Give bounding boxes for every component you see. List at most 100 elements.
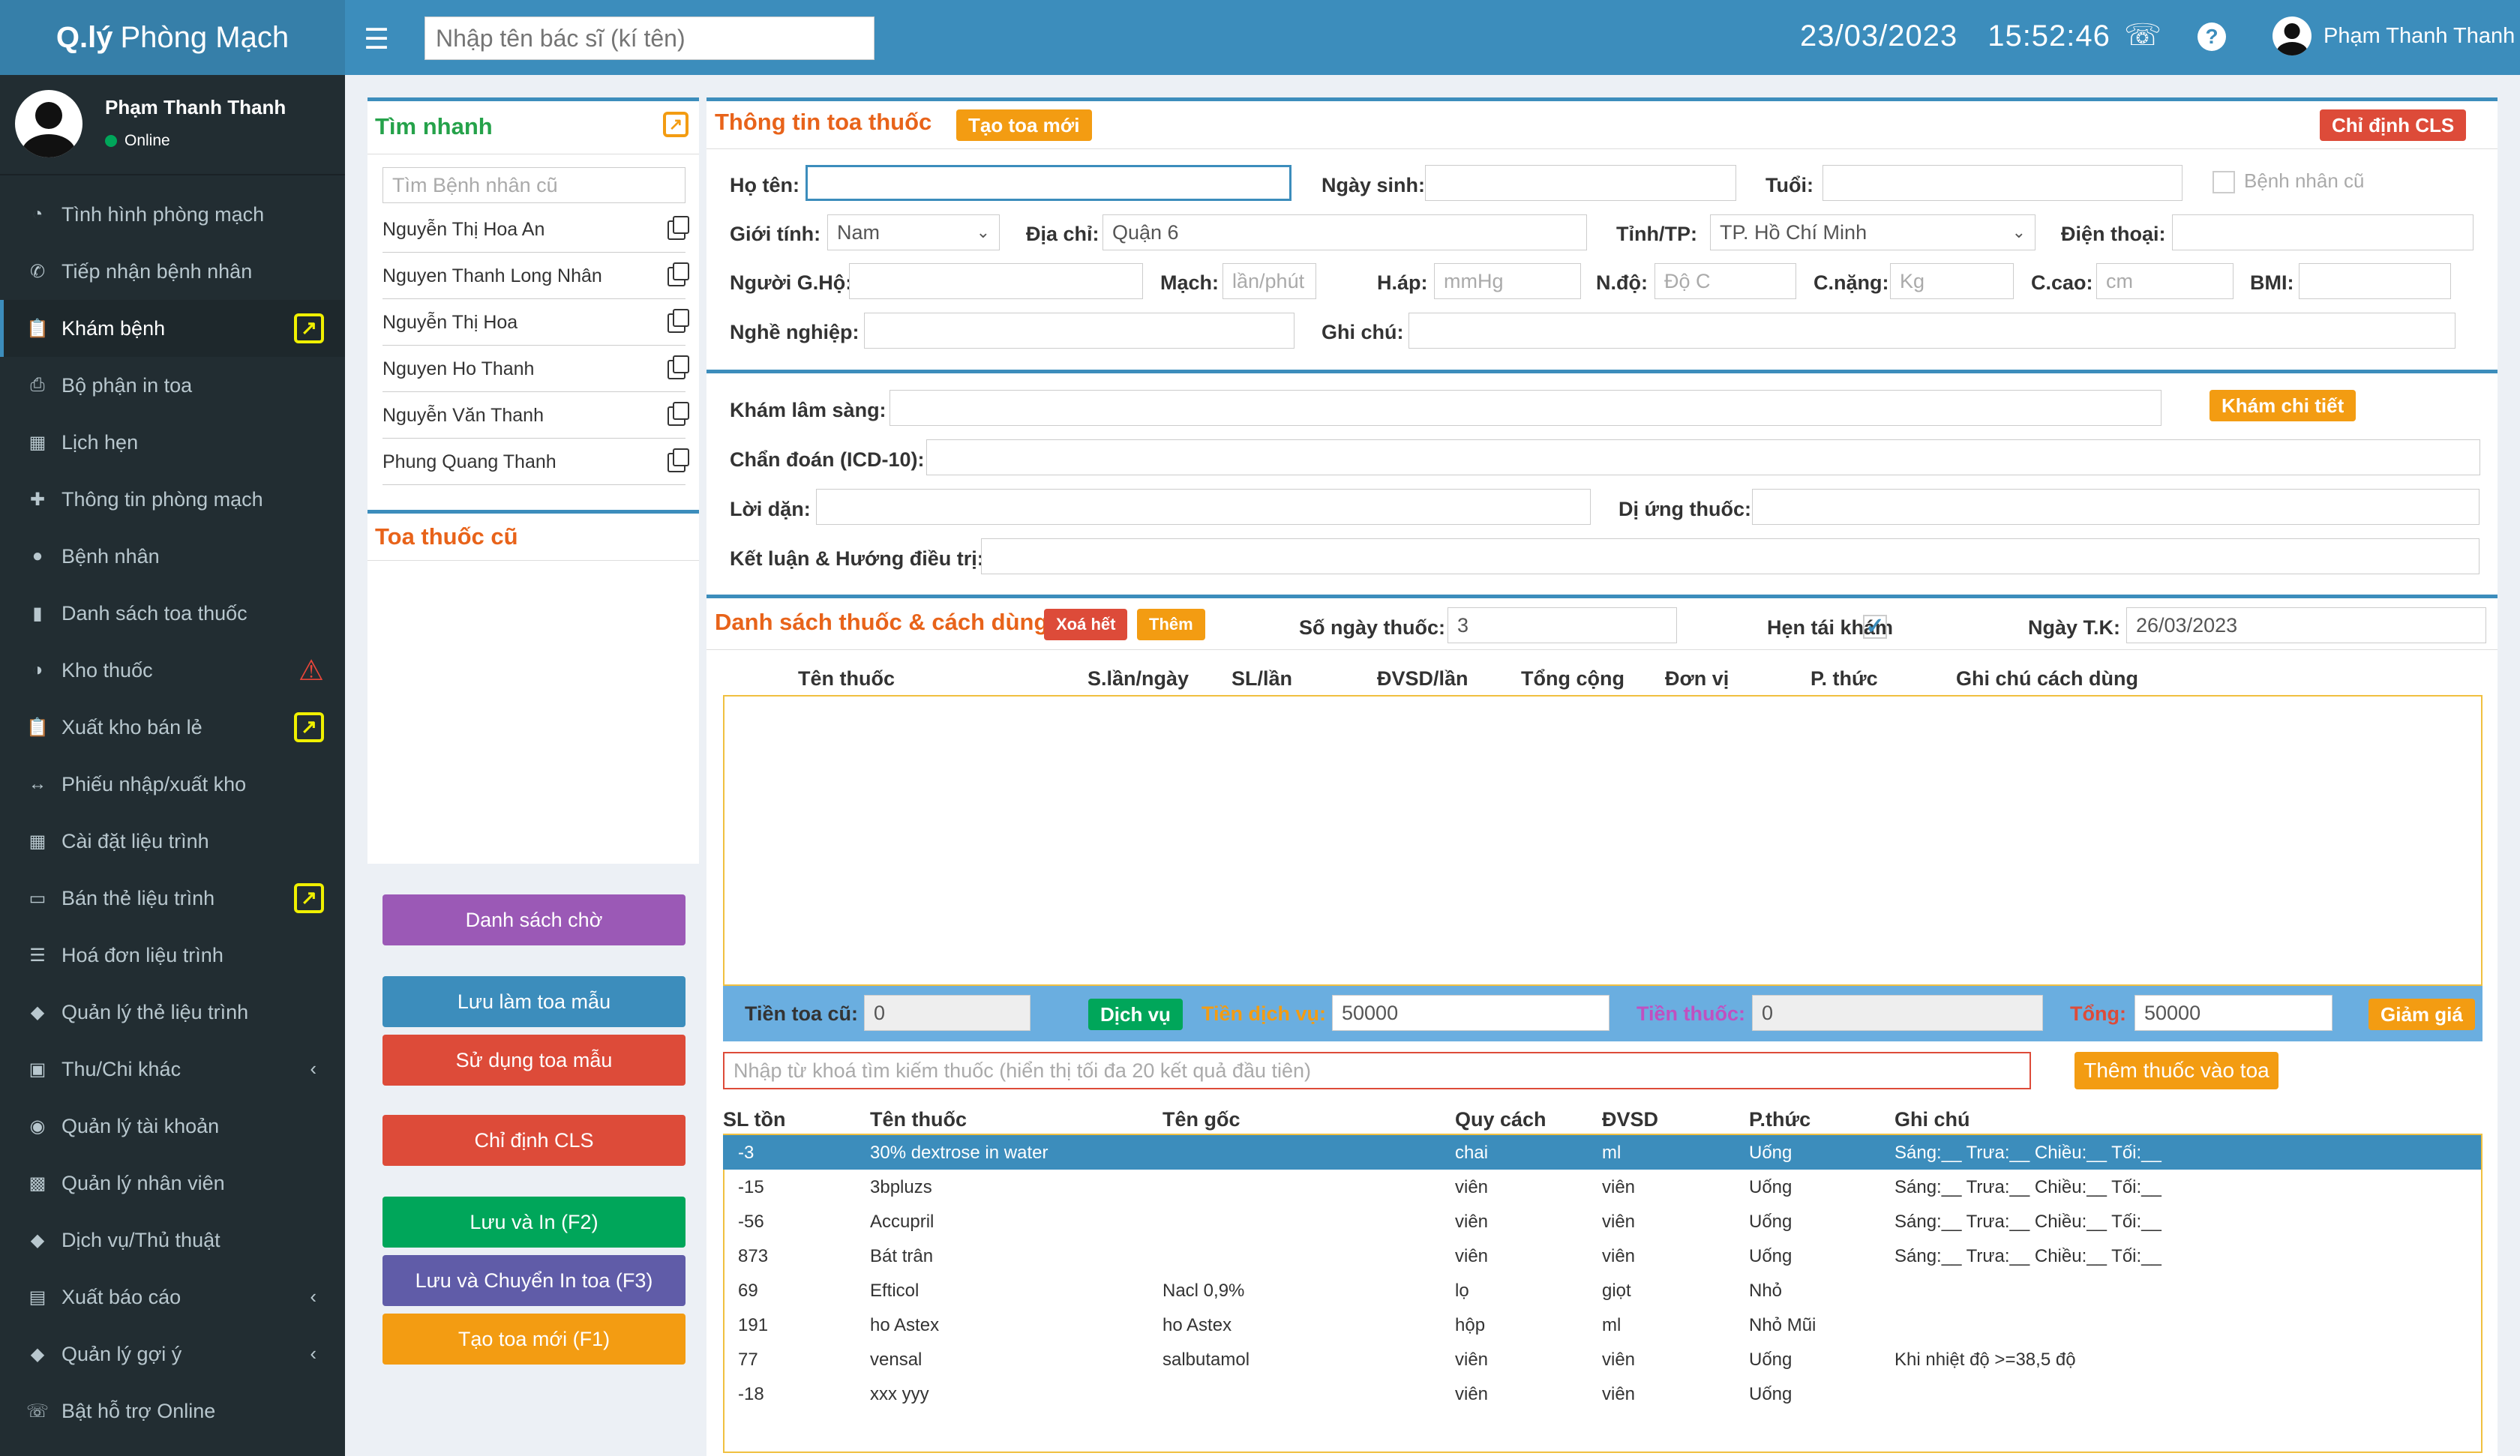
sidebar-item-2[interactable]: 📋 Khám bệnh ↗: [0, 300, 345, 357]
copy-icon[interactable]: [668, 448, 689, 472]
days-input[interactable]: 3: [1448, 607, 1677, 643]
old-patient-search-input[interactable]: Tìm Bệnh nhân cũ: [382, 167, 686, 203]
service-button[interactable]: Dịch vụ: [1088, 999, 1183, 1030]
address-input[interactable]: Quận 6: [1102, 214, 1587, 250]
service-fee-input[interactable]: 50000: [1332, 995, 1610, 1031]
conclusion-input[interactable]: [981, 538, 2480, 574]
sidebar-item-19[interactable]: ▤ Xuất báo cáo ‹: [0, 1269, 345, 1326]
table-row[interactable]: -3 30% dextrose in water chai ml Uống Sáng:__…: [723, 1135, 2481, 1170]
sidebar-item-6[interactable]: ● Bệnh nhân: [0, 528, 345, 585]
cls-order-top-button[interactable]: Chỉ định CLS: [2320, 109, 2467, 141]
temperature-input[interactable]: Độ C: [1654, 263, 1796, 299]
recheck-checkbox[interactable]: ✓: [1863, 615, 1887, 639]
advice-input[interactable]: [816, 489, 1591, 525]
cls-order-button[interactable]: Chỉ định CLS: [382, 1115, 686, 1166]
height-input[interactable]: cm: [2096, 263, 2234, 299]
detailed-exam-button[interactable]: Khám chi tiết: [2210, 390, 2356, 421]
list-item[interactable]: Nguyễn Thị Hoa: [382, 301, 689, 346]
diagnosis-input[interactable]: [926, 439, 2480, 475]
table-cell: Sáng:__ Trưa:__ Chiều:__ Tối:__: [1894, 1143, 2162, 1163]
save-print-button[interactable]: Lưu và In (F2): [382, 1197, 686, 1248]
table-row[interactable]: 873 Bát trân viên viên Uống Sáng:__ Trưa:__ C…: [723, 1239, 2481, 1273]
allergy-input[interactable]: [1752, 489, 2480, 525]
new-prescription-f1-button[interactable]: Tạo toa mới (F1): [382, 1314, 686, 1365]
table-row[interactable]: -56 Accupril viên viên Uống Sáng:__ Trưa:__ C…: [723, 1204, 2481, 1239]
phone-icon[interactable]: ☏: [2124, 19, 2162, 52]
new-prescription-button[interactable]: Tạo toa mới: [956, 109, 1092, 141]
weight-input[interactable]: Kg: [1890, 263, 2014, 299]
list-item[interactable]: Nguyễn Văn Thanh: [382, 394, 689, 439]
prescribed-drugs-table[interactable]: [723, 695, 2482, 986]
copy-icon[interactable]: [668, 308, 689, 333]
sidebar-item-4[interactable]: ▦ Lịch hẹn: [0, 414, 345, 471]
sidebar-item-9[interactable]: 📋 Xuất kho bán lẻ ↗: [0, 699, 345, 756]
table-cell: 191: [738, 1315, 769, 1335]
occupation-input[interactable]: [864, 313, 1294, 349]
table-row[interactable]: 69 Efticol Nacl 0,9% lọ giọt Nhỏ: [723, 1273, 2481, 1308]
recheck-date-input[interactable]: 26/03/2023: [2126, 607, 2486, 643]
use-template-button[interactable]: Sử dụng toa mẫu: [382, 1035, 686, 1086]
copy-icon[interactable]: [668, 355, 689, 379]
external-link-icon[interactable]: ↗: [294, 712, 324, 742]
note-input[interactable]: [1408, 313, 2456, 349]
copy-icon[interactable]: [668, 401, 689, 426]
sidebar-item-15[interactable]: ▣ Thu/Chi khác ‹: [0, 1041, 345, 1098]
old-patient-checkbox[interactable]: [2212, 171, 2235, 193]
sidebar-item-18[interactable]: ◆ Dịch vụ/Thủ thuật: [0, 1212, 345, 1269]
pulse-input[interactable]: lần/phút: [1222, 263, 1316, 299]
app-logo[interactable]: Q.lý Phòng Mạch: [0, 0, 345, 75]
external-link-icon[interactable]: ↗: [294, 313, 324, 343]
copy-icon[interactable]: [668, 215, 689, 240]
sidebar-item-7[interactable]: ▮ Danh sách toa thuốc: [0, 585, 345, 642]
gender-select[interactable]: Nam ⌄: [827, 214, 1000, 250]
waiting-list-button[interactable]: Danh sách chờ: [382, 894, 686, 945]
sidebar-item-17[interactable]: ▩ Quản lý nhân viên: [0, 1155, 345, 1212]
save-template-button[interactable]: Lưu làm toa mẫu: [382, 976, 686, 1027]
grand-total-input[interactable]: 50000: [2134, 995, 2332, 1031]
external-link-icon[interactable]: ↗: [294, 883, 324, 913]
patient-name-input[interactable]: [806, 165, 1292, 201]
patient-name: Phung Quang Thanh: [382, 451, 556, 472]
doctor-search-input[interactable]: [424, 16, 874, 60]
sidebar-item-14[interactable]: ◆ Quản lý thẻ liệu trình: [0, 984, 345, 1041]
guardian-input[interactable]: [849, 263, 1143, 299]
table-row[interactable]: -15 3bpluzs viên viên Uống Sáng:__ Trưa:__ Ch…: [723, 1170, 2481, 1204]
bp-input[interactable]: mmHg: [1434, 263, 1581, 299]
sidebar-item-1[interactable]: ✆ Tiếp nhận bệnh nhân: [0, 243, 345, 300]
dob-input[interactable]: [1425, 165, 1736, 201]
sidebar-item-12[interactable]: ▭ Bán thẻ liệu trình ↗: [0, 870, 345, 927]
phone-input[interactable]: [2172, 214, 2474, 250]
list-item[interactable]: Nguyễn Thị Hoa An: [382, 208, 689, 253]
drug-search-input[interactable]: Nhập từ khoá tìm kiếm thuốc (hiển thị tố…: [723, 1052, 2031, 1089]
list-item[interactable]: Phung Quang Thanh: [382, 440, 689, 485]
bmi-input[interactable]: [2299, 263, 2451, 299]
sidebar-item-11[interactable]: ▦ Cài đặt liệu trình: [0, 813, 345, 870]
sidebar-item-21[interactable]: ☏ Bật hỗ trợ Online: [0, 1383, 345, 1440]
clinical-exam-input[interactable]: [890, 390, 2162, 426]
table-row[interactable]: -18 xxx yyy viên viên Uống: [723, 1377, 2481, 1411]
table-row[interactable]: 77 vensal salbutamol viên viên Uống Khi nhiệt …: [723, 1342, 2481, 1377]
copy-icon[interactable]: [668, 262, 689, 286]
list-item[interactable]: Nguyen Ho Thanh: [382, 347, 689, 392]
discount-button[interactable]: Giảm giá: [2368, 999, 2475, 1030]
sidebar-item-16[interactable]: ◉ Quản lý tài khoản: [0, 1098, 345, 1155]
sidebar-item-3[interactable]: ⎙ Bộ phận in toa: [0, 357, 345, 414]
external-link-icon[interactable]: ↗: [663, 112, 688, 137]
province-select[interactable]: TP. Hồ Chí Minh ⌄: [1710, 214, 2036, 250]
sidebar-item-0[interactable]: ◔ Tình hình phòng mạch: [0, 186, 345, 243]
sidebar-item-10[interactable]: ↔ Phiếu nhập/xuất kho: [0, 756, 345, 813]
menu-toggle-icon[interactable]: ☰: [364, 24, 390, 55]
table-row[interactable]: 191 ho Astex ho Astex hộp ml Nhỏ Mũi: [723, 1308, 2481, 1342]
list-item[interactable]: Nguyen Thanh Long Nhân: [382, 254, 689, 299]
add-drug-to-rx-button[interactable]: Thêm thuốc vào toa: [2074, 1052, 2278, 1089]
sidebar-item-8[interactable]: ◑ Kho thuốc ⚠: [0, 642, 345, 699]
sidebar-item-20[interactable]: ◆ Quản lý gợi ý ‹: [0, 1326, 345, 1383]
user-menu[interactable]: Phạm Thanh Thanh: [2272, 16, 2515, 55]
add-drug-row-button[interactable]: Thêm: [1137, 609, 1205, 640]
help-icon[interactable]: ?: [2198, 22, 2226, 51]
clear-all-button[interactable]: Xoá hết: [1044, 609, 1128, 640]
sidebar-item-13[interactable]: ☰ Hoá đơn liệu trình: [0, 927, 345, 984]
age-input[interactable]: [1822, 165, 2182, 201]
sidebar-item-5[interactable]: ✚ Thông tin phòng mạch: [0, 471, 345, 528]
save-transfer-print-button[interactable]: Lưu và Chuyển In toa (F3): [382, 1255, 686, 1306]
